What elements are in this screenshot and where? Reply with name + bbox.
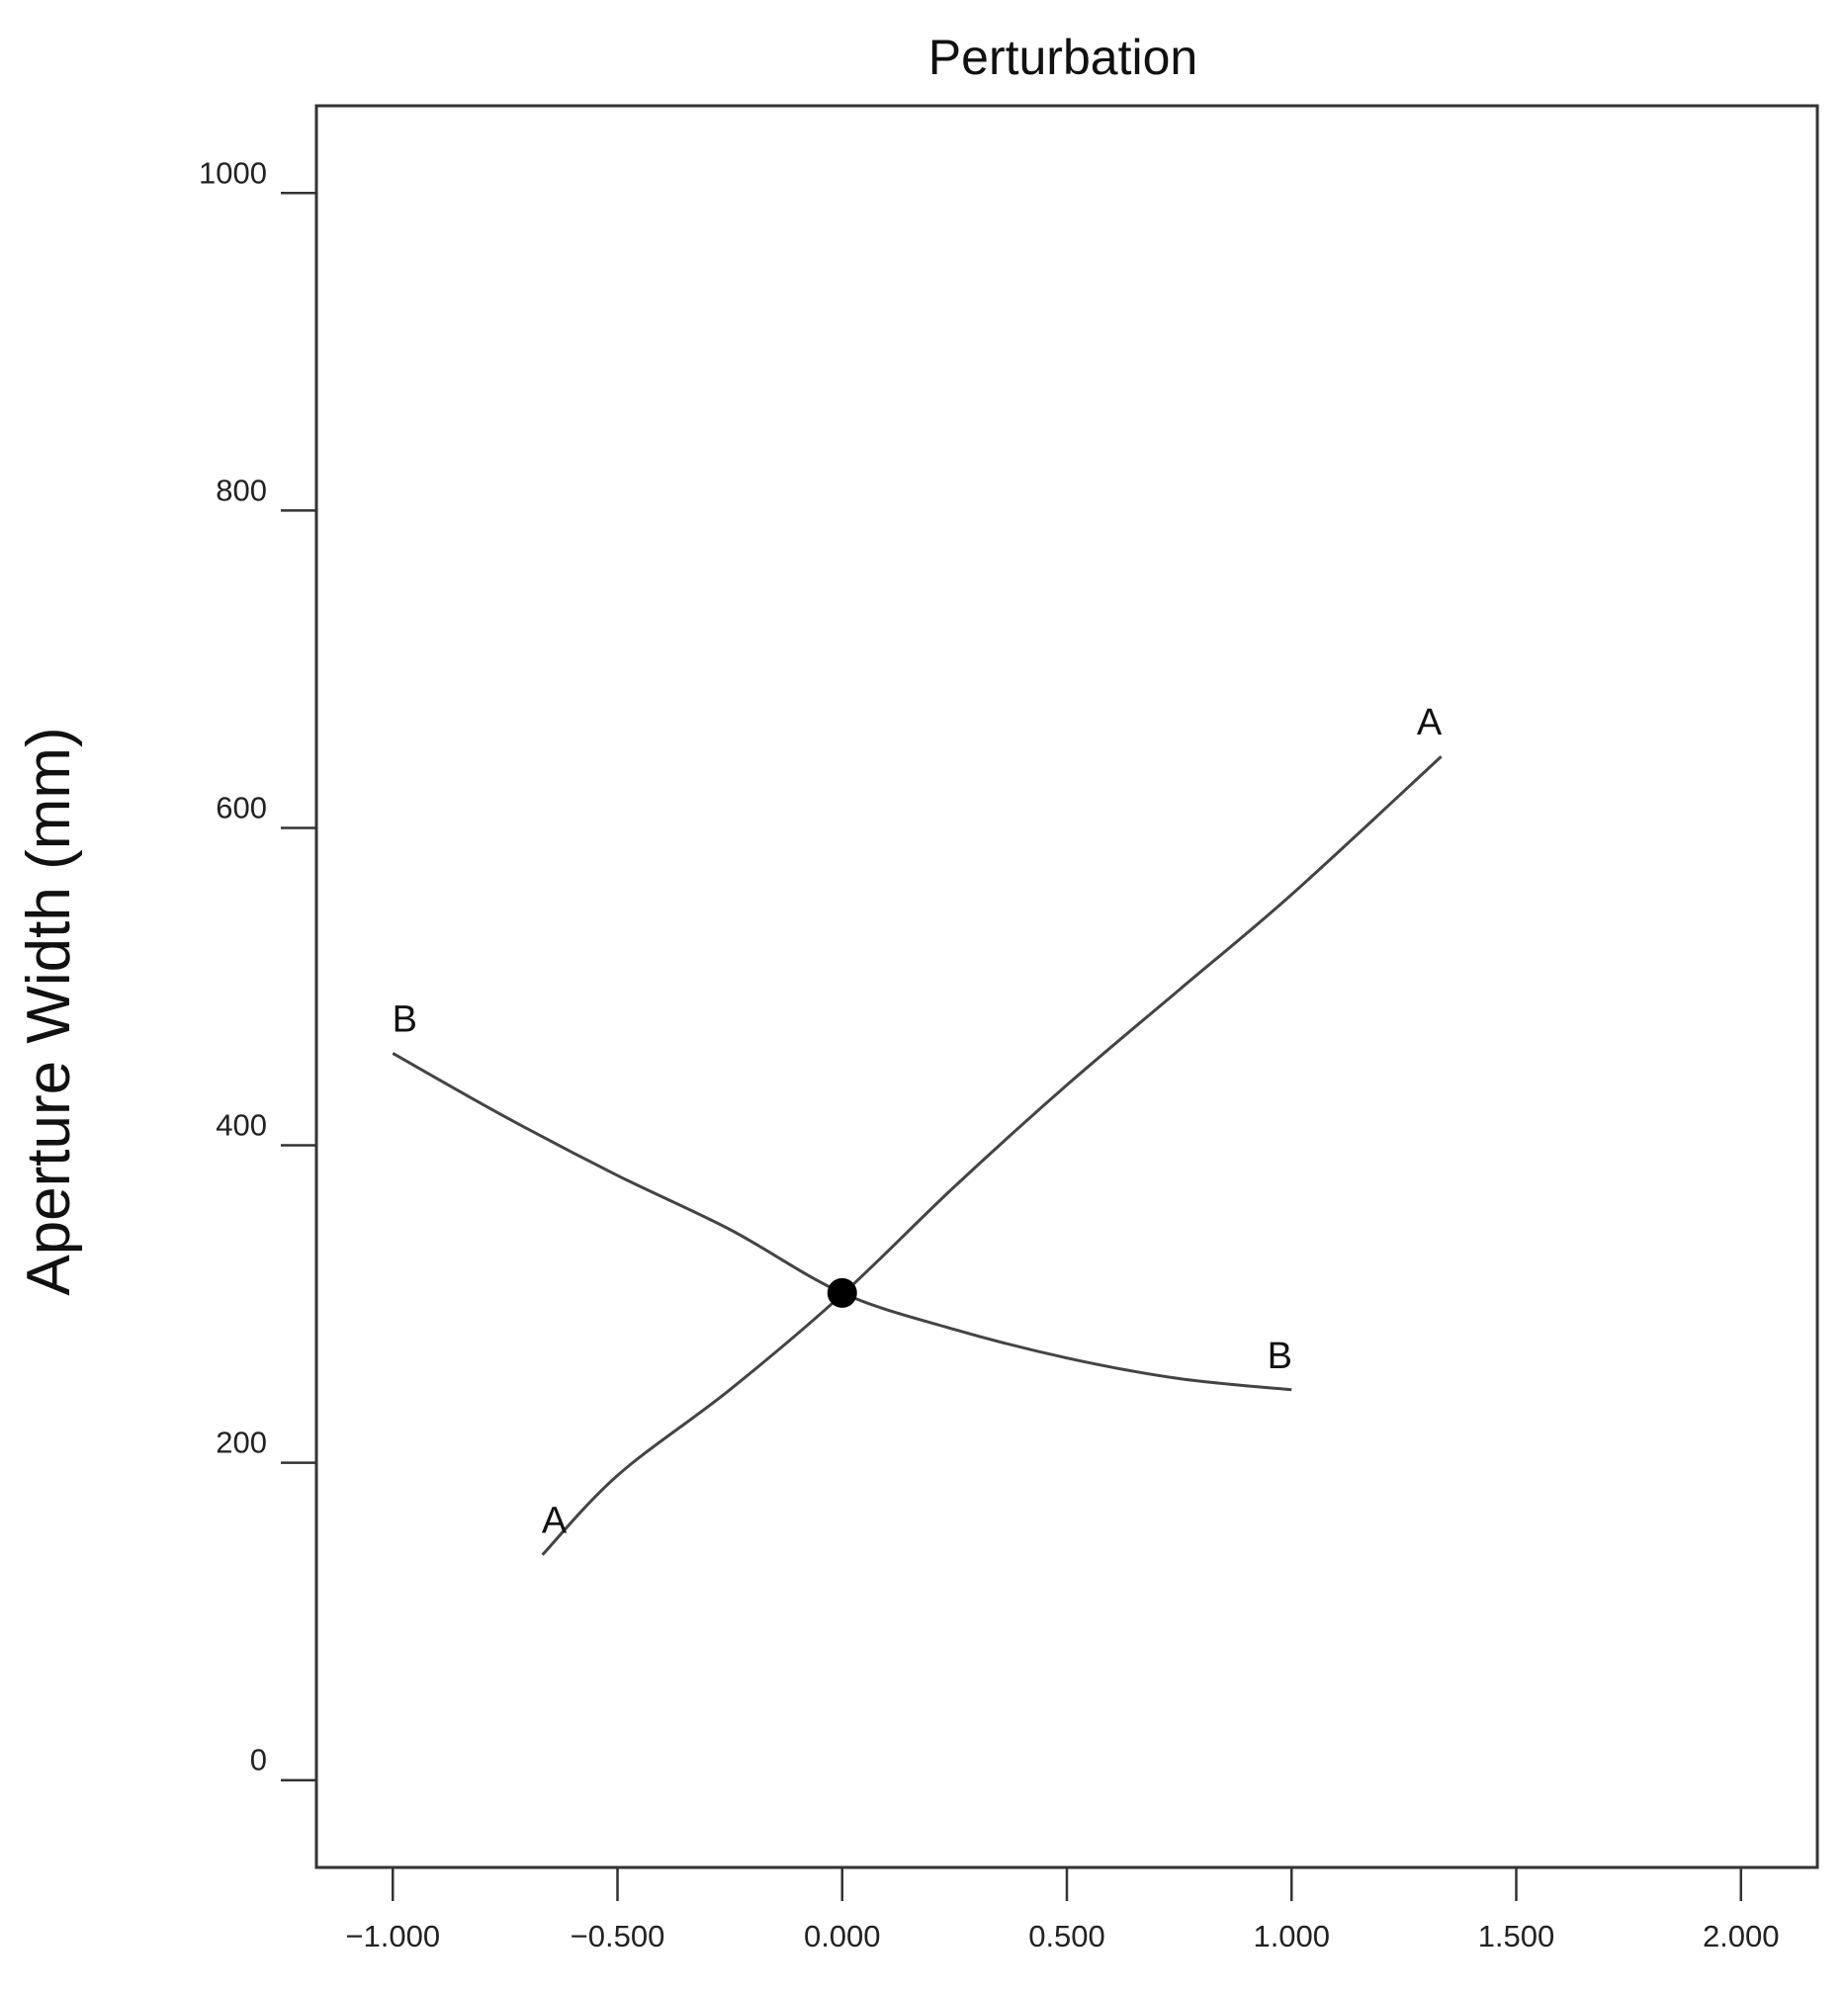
x-axis: −1.000 −0.500 0.000 0.500 1.000 1.500 2.000 [345,1867,1780,1953]
y-axis-label: Aperture Width (mm) [15,727,83,1295]
series-label-end-a: A [1417,702,1443,743]
y-axis: 0 200 400 600 800 1000 [199,155,316,1781]
x-tick-label: 1.500 [1478,1919,1555,1953]
y-tick-label: 200 [216,1426,267,1460]
y-tick-label: 600 [216,790,267,824]
x-tick-label: 1.000 [1253,1919,1330,1953]
chart-title: Perturbation [928,30,1197,85]
series-line-a [541,755,1443,1556]
y-tick-label: 0 [250,1743,267,1777]
reference-point [827,1277,857,1308]
series-line-b [392,1052,1292,1392]
y-tick-label: 400 [216,1108,267,1143]
series-layer: A A B B [392,702,1443,1556]
plot-frame [314,104,1819,1869]
y-tick-label: 800 [216,473,267,507]
y-tick-label: 1000 [199,155,267,190]
series-label-end-b: B [1268,1336,1292,1377]
series-label-start-b: B [393,998,417,1040]
x-tick-label: −0.500 [571,1919,665,1953]
series-label-start-a: A [542,1501,568,1542]
x-tick-label: 0.500 [1028,1919,1105,1953]
x-tick-label: 2.000 [1703,1919,1780,1953]
x-tick-label: −1.000 [345,1919,440,1953]
x-tick-label: 0.000 [804,1919,881,1953]
